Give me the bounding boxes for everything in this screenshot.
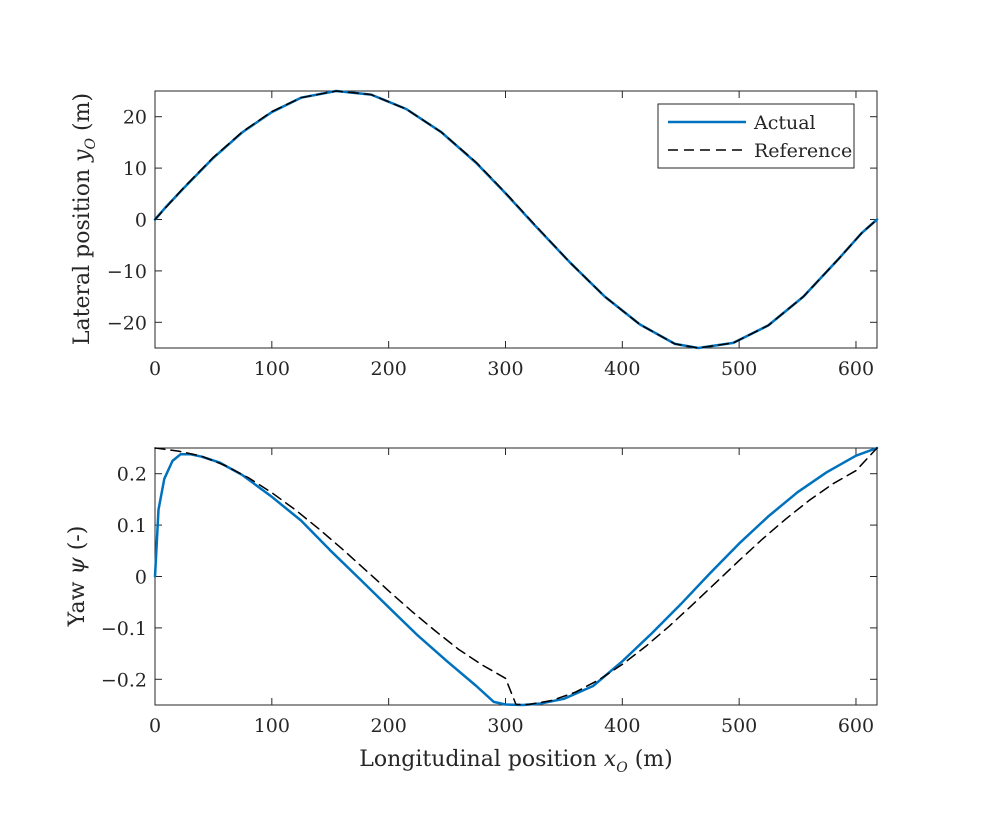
- series-lines: [153, 89, 879, 350]
- x-tick-label: 400: [604, 715, 640, 737]
- axis-ticks: 0 100 200 300 400 500 600 −0.2 −0.1 0 0.1 0.2: [101, 448, 877, 737]
- legend-label-actual: Actual: [753, 112, 816, 134]
- axis-ticks: 0 100 200 300 400 500 600 −20 −10 0 10 20: [107, 91, 877, 380]
- y-tick-label: 0.1: [117, 515, 147, 537]
- x-tick-label: 200: [371, 358, 407, 380]
- x-tick-label: 600: [838, 715, 874, 737]
- x-tick-label: 0: [149, 358, 161, 380]
- series-lines: [153, 446, 879, 707]
- x-tick-label: 200: [371, 715, 407, 737]
- series-reference-line: [154, 447, 878, 706]
- y-tick-label: −0.1: [101, 618, 147, 640]
- x-tick-label: 500: [721, 715, 757, 737]
- y-tick-label: −10: [107, 261, 147, 283]
- y-tick-label: −0.2: [101, 669, 147, 691]
- y-tick-label: 0: [135, 567, 147, 589]
- legend-box: [657, 103, 855, 169]
- y-tick-label: −20: [107, 312, 147, 334]
- x-tick-label: 0: [149, 715, 161, 737]
- x-tick-label: 500: [721, 358, 757, 380]
- legend: Actual Reference: [657, 103, 855, 169]
- legend-label-reference: Reference: [754, 140, 852, 162]
- x-tick-label: 400: [604, 358, 640, 380]
- x-tick-label: 300: [487, 715, 523, 737]
- x-tick-label: 600: [838, 358, 874, 380]
- y-tick-label: 0: [135, 210, 147, 232]
- x-tick-label: 100: [254, 358, 290, 380]
- y-axis-label: Lateral position yO (m): [70, 93, 99, 345]
- y-tick-label: 10: [123, 158, 147, 180]
- x-axis-label: Longitudinal position xO (m): [359, 747, 672, 776]
- x-tick-label: 100: [254, 715, 290, 737]
- y-axis-label: Yaw ψ (-): [65, 526, 90, 628]
- x-tick-label: 300: [487, 358, 523, 380]
- series-reference-line: [154, 90, 878, 349]
- subplot-lateral-position: 0 100 200 300 400 500 600 −20 −10 0 10 20 Lateral p…: [70, 89, 879, 380]
- y-tick-label: 20: [123, 107, 147, 129]
- axes-box: [154, 447, 878, 706]
- subplot-yaw: 0 100 200 300 400 500 600 −0.2 −0.1 0 0.1 0.2 Yaw ψ…: [65, 446, 879, 776]
- y-tick-label: 0.2: [117, 464, 147, 486]
